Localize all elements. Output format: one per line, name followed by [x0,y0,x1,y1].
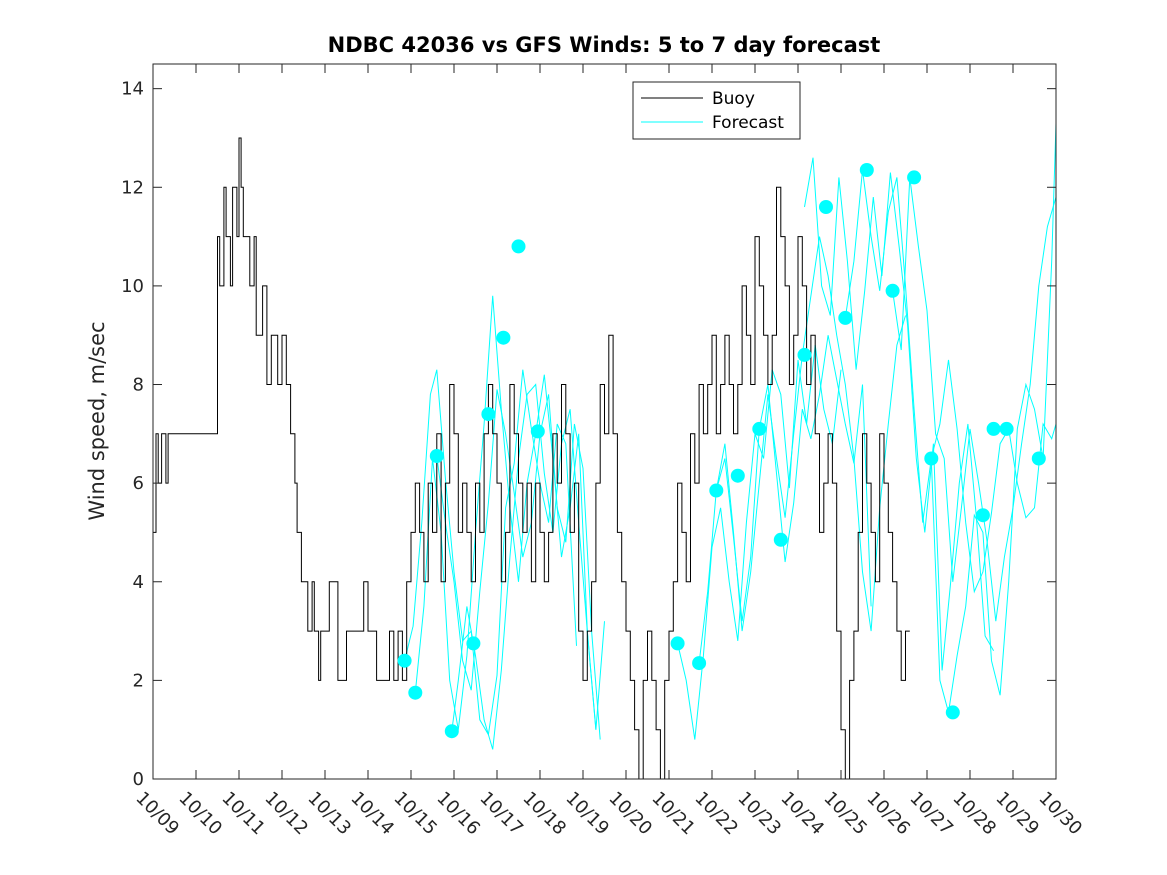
forecast-marker [859,163,874,177]
forecast-marker [496,330,511,345]
forecast-marker [397,653,412,668]
forecast-marker [1031,451,1046,466]
y-tick-label: 14 [121,79,144,100]
forecast-marker [670,636,685,651]
forecast-marker [838,310,853,325]
y-tick-label: 10 [121,276,144,297]
forecast-marker [481,407,496,422]
forecast-series-6 [698,335,872,664]
forecast-series-5 [677,345,842,740]
buoy-series [153,137,910,780]
forecast-marker [408,685,423,700]
forecast-lines [404,123,1057,750]
forecast-series-7 [715,236,906,632]
forecast-marker [444,724,459,739]
y-axis: 0 2 4 6 8 10 12 14 [121,79,1056,790]
forecast-marker [945,705,960,720]
forecast-marker [511,239,526,254]
forecast-marker [752,421,767,436]
legend-buoy-label: Buoy [712,89,755,109]
forecast-marker [730,468,745,483]
y-tick-label: 12 [121,177,144,198]
buoy-line [153,137,910,780]
plot-frame [152,63,1057,780]
forecast-marker [975,508,990,523]
forecast-markers [397,163,1046,739]
forecast-marker [709,483,724,498]
y-tick-label: 6 [133,473,144,494]
y-tick-label: 4 [133,572,144,593]
forecast-series-9 [844,123,1057,713]
forecast-series-10 [892,177,1057,622]
forecast-marker [907,170,922,185]
forecast-marker [773,532,788,547]
forecast-series-11 [930,359,1057,594]
forecast-marker [819,200,833,214]
forecast-series-8 [804,157,995,671]
y-axis-label: Wind speed, m/sec [85,321,109,520]
legend: Buoy Forecast [632,81,801,140]
y-tick-label: 2 [133,670,144,691]
forecast-marker [797,347,812,362]
legend-box [632,81,801,140]
forecast-marker [885,283,900,298]
forecast-marker [530,424,545,439]
y-tick-label: 0 [133,769,144,790]
forecast-series-2 [414,295,597,730]
forecast-marker [429,449,444,463]
legend-forecast-label: Forecast [712,113,784,133]
chart-title: NDBC 42036 vs GFS Winds: 5 to 7 day fore… [328,33,881,57]
forecast-marker [986,421,1001,436]
forecast-marker [999,421,1014,436]
forecast-marker [692,656,707,671]
y-tick-label: 8 [133,375,144,396]
forecast-marker [466,636,481,651]
forecast-marker [924,451,939,466]
